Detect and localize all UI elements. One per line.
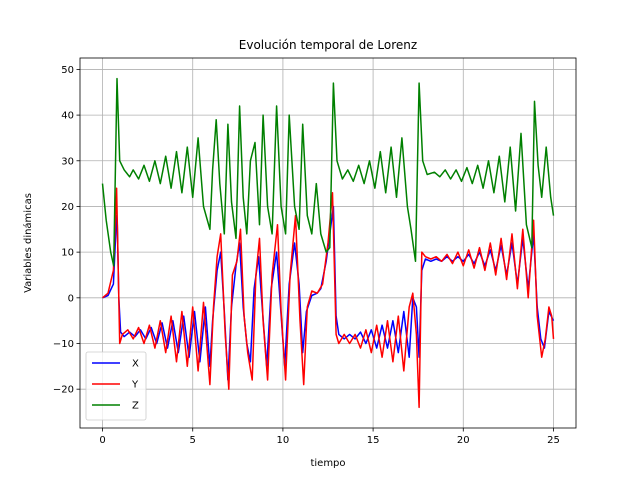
y-tick-label: 30 <box>61 156 74 167</box>
x-tick-label: 10 <box>277 435 290 446</box>
grid <box>80 58 576 428</box>
y-tick-label: 20 <box>61 202 74 213</box>
y-tick-label: 40 <box>61 111 74 122</box>
x-tick-label: 15 <box>367 435 380 446</box>
legend: XYZ <box>85 351 147 421</box>
series-line-y <box>102 187 555 409</box>
legend-label-z: Z <box>132 401 139 412</box>
x-axis-label: tiempo <box>310 458 345 469</box>
axis-ticks: 0 5 10 15 20 25 −20 −10 0 10 20 30 40 50 <box>53 65 560 446</box>
plot-frame <box>79 57 577 429</box>
x-tick-label: 20 <box>457 435 470 446</box>
x-tick-label: 5 <box>190 435 196 446</box>
y-tick-label: 50 <box>61 65 74 76</box>
series-line-z <box>101 77 555 267</box>
y-axis-label: Variables dinámicas <box>22 193 34 293</box>
y-tick-label: −20 <box>53 385 74 396</box>
legend-label-y: Y <box>131 380 139 391</box>
series-line-x <box>102 205 555 381</box>
x-tick-label: 25 <box>547 435 560 446</box>
y-tick-label: 10 <box>61 248 74 259</box>
legend-label-x: X <box>132 359 139 370</box>
y-tick-label: 0 <box>68 293 74 304</box>
legend-box <box>85 351 147 421</box>
y-tick-label: −10 <box>53 339 74 350</box>
x-tick-label: 0 <box>99 435 105 446</box>
chart-title: Evolución temporal de Lorenz <box>239 38 417 52</box>
series-lines <box>101 77 555 409</box>
